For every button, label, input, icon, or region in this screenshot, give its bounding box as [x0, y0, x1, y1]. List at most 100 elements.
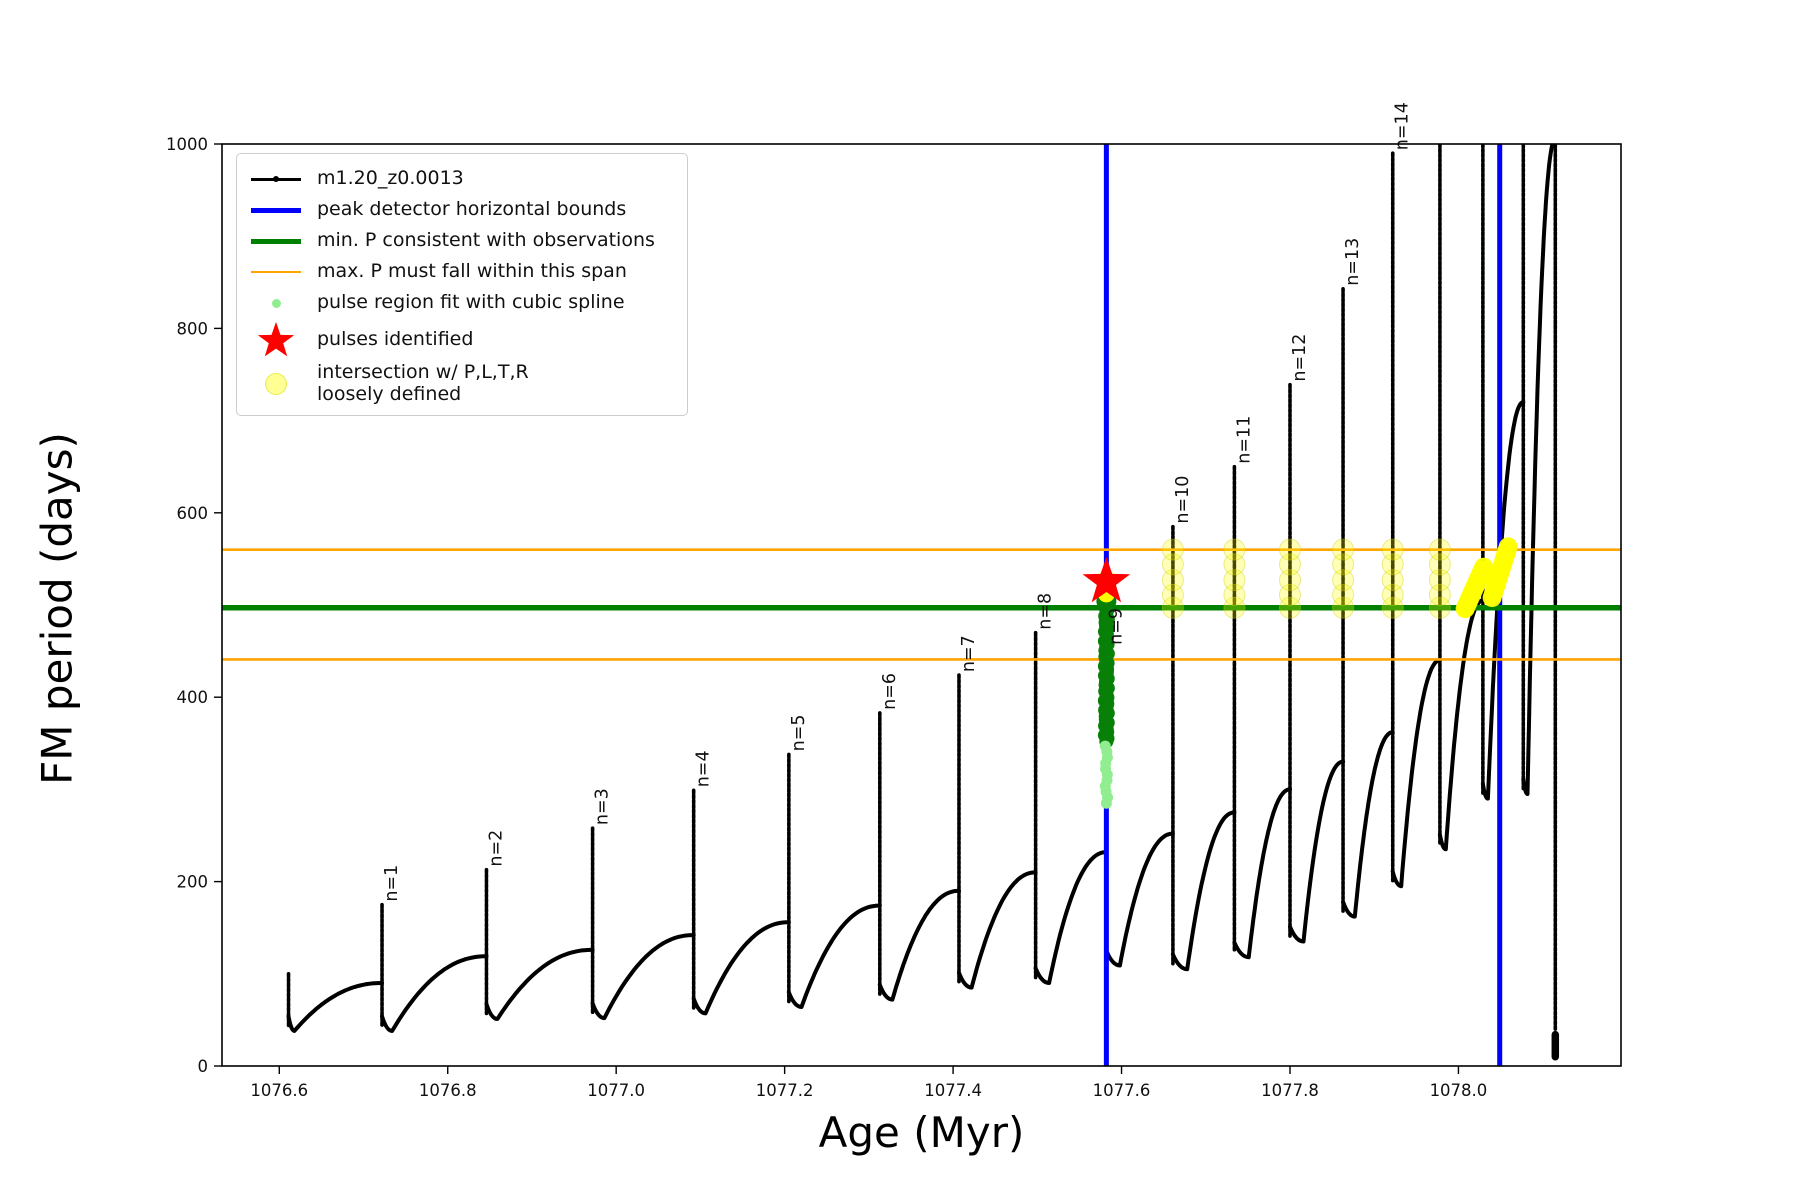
intersection-loose-marker — [1381, 569, 1404, 592]
legend-label: m1.20_z0.0013 — [317, 167, 464, 190]
series-curve — [1288, 759, 1346, 944]
intersection-loose-marker — [1428, 569, 1451, 592]
plot-border — [221, 143, 1622, 1067]
legend-item-intersection: intersection w/ P,L,T,R loosely defined — [247, 361, 677, 406]
legend-item-max-p: max. P must fall within this span — [247, 257, 677, 287]
legend-label: min. P consistent with observations — [317, 229, 655, 252]
intersection-loose-marker — [1278, 538, 1301, 561]
axes-frame: 1076.6 1076.8 1077.0 1077.2 1077.4 1077.6 1077… — [166, 135, 1622, 1100]
legend-item-pulses: pulses identified — [247, 319, 677, 361]
intersection-loose-marker — [1278, 596, 1301, 619]
pulse-label: n=12 — [1290, 334, 1310, 382]
intersection-loose-marker — [1332, 553, 1355, 576]
intersection-loose-marker — [1278, 583, 1301, 606]
intersection-loose-marker — [1161, 553, 1184, 576]
x-tick-label: 1076.8 — [419, 1081, 477, 1100]
series-curve — [1521, 144, 1555, 796]
red-star-icon — [247, 319, 305, 361]
pulse-label: n=5 — [789, 715, 809, 752]
legend-label: peak detector horizontal bounds — [317, 198, 627, 221]
legend-item-series: m1.20_z0.0013 — [247, 164, 677, 194]
pulse-label: n=11 — [1234, 416, 1254, 464]
series-curve — [1232, 787, 1292, 960]
legend-label: intersection w/ P,L,T,R loosely defined — [317, 361, 529, 405]
y-tick-label: 600 — [177, 504, 209, 523]
pulse-label: n=8 — [1036, 593, 1056, 630]
series-curve — [1033, 850, 1109, 985]
yellow-circle-icon — [247, 372, 305, 395]
intersection-loose-marker — [1381, 583, 1404, 606]
pulse-label: n=10 — [1173, 476, 1193, 524]
x-tick-label: 1077.2 — [756, 1081, 814, 1100]
x-axis-title: Age (Myr) — [818, 1108, 1025, 1157]
legend-label: max. P must fall within this span — [317, 260, 627, 283]
intersection-loose-marker — [1428, 596, 1451, 619]
pulse-label: n=14 — [1393, 102, 1413, 150]
intersection-loose-marker — [1428, 553, 1451, 576]
series-curve — [484, 947, 595, 1021]
intersection-loose-marker — [1161, 538, 1184, 561]
pulse-label: n=7 — [959, 635, 979, 672]
series-curve — [1170, 810, 1237, 972]
legend-label: pulses identified — [317, 328, 474, 351]
spline-light-marker — [1099, 740, 1111, 752]
intersection-loose-marker — [1223, 538, 1246, 561]
intersection-loose-marker — [1278, 569, 1301, 592]
intersection-loose-marker — [1381, 596, 1404, 619]
series-curve — [1390, 658, 1442, 889]
pulse-label: n=9 — [1106, 608, 1126, 645]
y-tick-label: 400 — [177, 688, 209, 707]
pulse-label: n=1 — [382, 865, 402, 902]
intersection-dense-marker — [1498, 537, 1518, 557]
y-tick-label: 200 — [177, 873, 209, 892]
y-tick-label: 1000 — [166, 135, 208, 154]
series-curve — [691, 920, 791, 1016]
intersection-loose-marker — [1332, 596, 1355, 619]
intersection-loose-marker — [1161, 583, 1184, 606]
series-curve — [590, 933, 696, 1021]
pulse-star-marker — [1082, 557, 1131, 603]
intersection-loose-marker — [1332, 569, 1355, 592]
series-curve — [877, 888, 961, 1002]
intersection-loose-marker — [1332, 583, 1355, 606]
pulse-label: n=2 — [487, 830, 507, 867]
y-tick-label: 800 — [177, 319, 209, 338]
pulse-label: n=4 — [694, 750, 714, 787]
series-curve — [1437, 598, 1485, 852]
pulse-label: n=13 — [1343, 238, 1363, 286]
pulse-label: n=3 — [593, 788, 613, 825]
plot-data-layer — [222, 144, 1621, 1066]
legend-item-min-p: min. P consistent with observations — [247, 226, 677, 256]
x-tick-label: 1077.0 — [587, 1081, 645, 1100]
legend-item-spline: pulse region fit with cubic spline — [247, 288, 677, 318]
x-tick-label: 1077.6 — [1093, 1081, 1151, 1100]
series-curve — [957, 870, 1038, 990]
legend-label: pulse region fit with cubic spline — [317, 291, 625, 314]
series-curve — [786, 903, 882, 1009]
intersection-loose-marker — [1223, 596, 1246, 619]
intersection-loose-marker — [1381, 538, 1404, 561]
legend-item-peak-bounds: peak detector horizontal bounds — [247, 195, 677, 225]
legend: m1.20_z0.0013 peak detector horizontal b… — [236, 153, 688, 416]
series-curve — [286, 981, 384, 1033]
intersection-loose-marker — [1161, 596, 1184, 619]
x-tick-label: 1077.8 — [1261, 1081, 1319, 1100]
intersection-loose-marker — [1223, 569, 1246, 592]
intersection-loose-marker — [1161, 569, 1184, 592]
x-tick-label: 1078.0 — [1430, 1081, 1488, 1100]
intersection-loose-marker — [1223, 583, 1246, 606]
series-curve — [1341, 730, 1395, 919]
intersection-loose-marker — [1223, 553, 1246, 576]
series-curve — [1104, 831, 1175, 968]
x-tick-label: 1076.6 — [250, 1081, 308, 1100]
intersection-loose-marker — [1332, 538, 1355, 561]
blue-line-icon — [247, 207, 305, 213]
series-line-icon — [247, 175, 305, 182]
green-line-icon — [247, 238, 305, 244]
intersection-loose-marker — [1278, 553, 1301, 576]
orange-line-icon — [247, 270, 305, 274]
intersection-loose-marker — [1381, 553, 1404, 576]
y-tick-label: 0 — [198, 1057, 209, 1076]
